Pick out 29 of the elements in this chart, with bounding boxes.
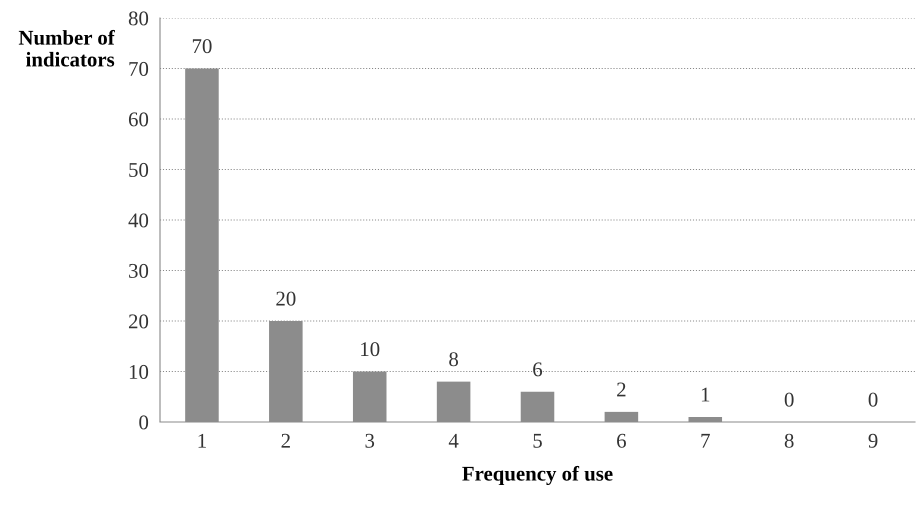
y-tick-label: 40 <box>128 213 148 228</box>
x-tick-label: 7 <box>701 434 710 448</box>
x-axis-title: Frequency of use <box>462 466 613 486</box>
data-label: 0 <box>868 392 878 407</box>
x-tick-label: 6 <box>617 434 626 448</box>
x-tick-label: 3 <box>366 434 374 448</box>
x-tick-label: 1 <box>198 434 206 448</box>
y-tick-label: 50 <box>129 162 148 177</box>
y-tick-label: 0 <box>139 415 148 430</box>
y-tick-label: 70 <box>129 62 148 76</box>
y-tick-label: 20 <box>128 314 148 328</box>
y-axis-title: Number of indicators <box>18 30 115 67</box>
y-tick-label: 30 <box>129 264 148 278</box>
data-label: 0 <box>784 392 794 407</box>
x-tick-label: 9 <box>868 434 878 448</box>
y-tick-label: 10 <box>130 364 148 379</box>
x-tick-label: 5 <box>534 434 542 448</box>
data-label: 20 <box>276 292 296 306</box>
x-tick-label: 2 <box>282 434 290 448</box>
x-tick-label: 8 <box>784 434 794 448</box>
data-label: 1 <box>702 388 710 402</box>
data-label: 6 <box>533 362 542 376</box>
x-tick-label: 4 <box>448 434 458 448</box>
data-label: 2 <box>617 382 626 396</box>
y-tick-label: 80 <box>128 11 148 26</box>
data-label: 70 <box>192 39 212 54</box>
data-label: 8 <box>449 352 458 366</box>
y-tick-label: 60 <box>128 112 148 126</box>
data-label: 10 <box>361 342 380 356</box>
